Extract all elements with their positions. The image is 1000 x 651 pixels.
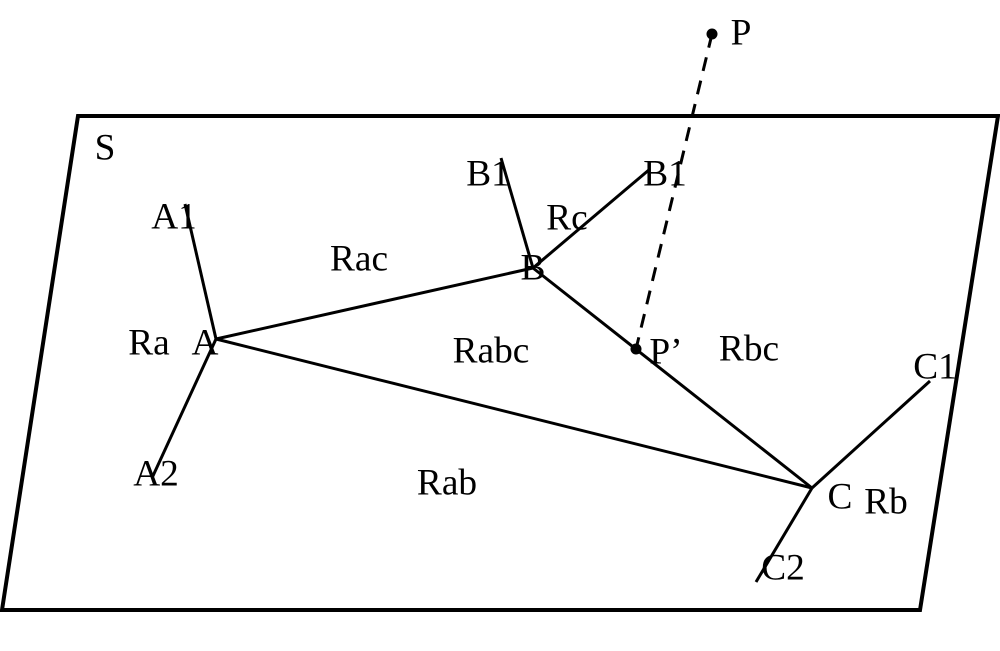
- diagram-stage: P S B1 B1 A1 Rc Rac B Ra A Rabc P’ Rbc C1 A2 Rab C Rb C2: [0, 0, 1000, 651]
- diagram-label: A1: [151, 198, 197, 235]
- edge-C-C1: [812, 381, 930, 488]
- diagram-label: Rb: [864, 483, 908, 520]
- diagram-label: C: [828, 478, 853, 515]
- diagram-label: C2: [761, 549, 805, 586]
- diagram-label: Rabc: [453, 332, 530, 369]
- diagram-label: B: [521, 249, 546, 286]
- diagram-label: Ra: [128, 324, 169, 361]
- diagram-label: P’: [649, 333, 682, 370]
- diagram-label: Rac: [330, 240, 388, 277]
- diagram-label: P: [731, 14, 752, 51]
- point-Pp: [631, 344, 642, 355]
- diagram-label: Rbc: [719, 330, 779, 367]
- edge-B-C: [533, 268, 812, 488]
- diagram-label: B1: [643, 155, 687, 192]
- point-P: [707, 29, 718, 40]
- diagram-label: C1: [913, 348, 957, 385]
- diagram-label: B1: [466, 155, 510, 192]
- diagram-label: A: [192, 324, 219, 361]
- diagram-label: S: [95, 129, 116, 166]
- diagram-label: A2: [133, 455, 179, 492]
- diagram-label: Rc: [546, 199, 587, 236]
- diagram-label: Rab: [417, 464, 477, 501]
